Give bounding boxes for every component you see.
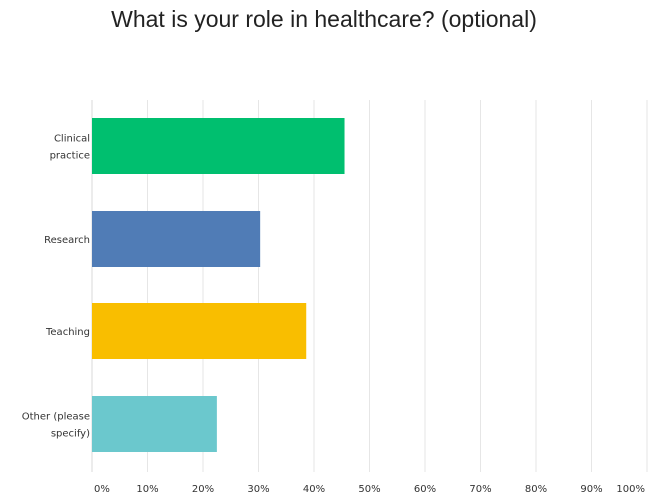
category-label: Clinical practice: [50, 134, 90, 162]
category-labels: Clinical practice Research Teaching Other (p…: [22, 134, 90, 440]
x-tick-label: 100%: [616, 484, 645, 495]
x-tick-label: 80%: [525, 484, 547, 495]
bar: [92, 303, 307, 359]
x-tick-label: 0%: [94, 484, 110, 495]
bar: [92, 396, 217, 452]
x-tick-label: 60%: [414, 484, 436, 495]
x-tick-label: 90%: [580, 484, 602, 495]
category-label: Research: [44, 235, 90, 246]
x-tick-label: 10%: [136, 484, 158, 495]
x-tick-label: 20%: [192, 484, 214, 495]
x-tick-labels: 0% 10% 20% 30% 40% 50% 60% 70% 80% 90% 100%: [94, 484, 645, 495]
bars: [92, 118, 345, 452]
bar: [92, 211, 261, 267]
x-tick-label: 40%: [303, 484, 325, 495]
x-tick-label: 50%: [358, 484, 380, 495]
x-tick-label: 70%: [469, 484, 491, 495]
category-label: Teaching: [45, 327, 90, 338]
category-label: Other (please specify): [22, 412, 90, 440]
x-tick-label: 30%: [247, 484, 269, 495]
chart-title: What is your role in healthcare? (option…: [111, 6, 537, 32]
bar: [92, 118, 345, 174]
